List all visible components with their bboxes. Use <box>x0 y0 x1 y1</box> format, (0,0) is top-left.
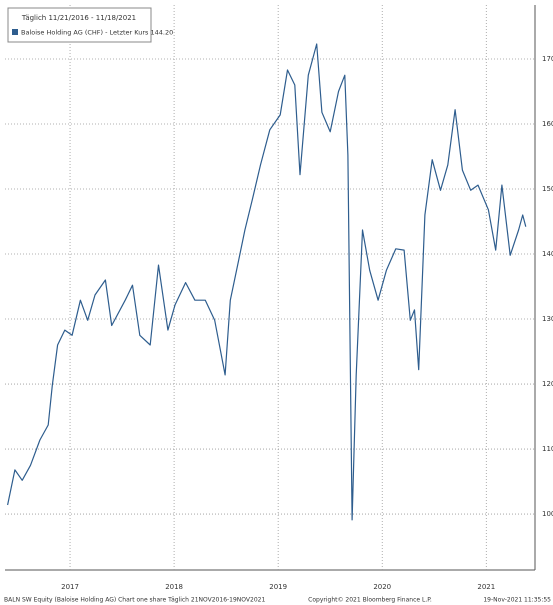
y-tick-label: 170 <box>542 55 553 63</box>
footer-left: BALN SW Equity (Baloise Holding AG) Char… <box>4 597 265 604</box>
y-tick-label: 160 <box>542 120 553 128</box>
x-tick-label: 2020 <box>373 583 391 591</box>
y-tick-label: 140 <box>542 250 553 258</box>
x-tick-label: 2021 <box>477 583 495 591</box>
x-tick-label: 2019 <box>269 583 287 591</box>
y-tick-label: 100 <box>542 510 553 518</box>
legend-title: Täglich 11/21/2016 - 11/18/2021 <box>21 14 136 22</box>
y-tick-label: 110 <box>542 445 553 453</box>
x-tick-label: 2017 <box>61 583 79 591</box>
plot: 100 110 120 130 140 150 160 170 2017 2018 2019 2020… <box>5 5 553 591</box>
y-tick-label: 120 <box>542 380 553 388</box>
legend-box <box>7 7 152 43</box>
price-line <box>7 43 527 521</box>
y-tick-label: 150 <box>542 185 553 193</box>
legend-swatch <box>12 29 18 35</box>
footer-right: 19-Nov-2021 11:35:55 <box>483 597 551 604</box>
legend-entry: Baloise Holding AG (CHF) - Letzter Kurs … <box>21 29 173 37</box>
x-tick-label: 2018 <box>165 583 183 591</box>
footer-center: Copyright© 2021 Bloomberg Finance L.P. <box>308 597 432 604</box>
y-tick-label: 130 <box>542 315 553 323</box>
